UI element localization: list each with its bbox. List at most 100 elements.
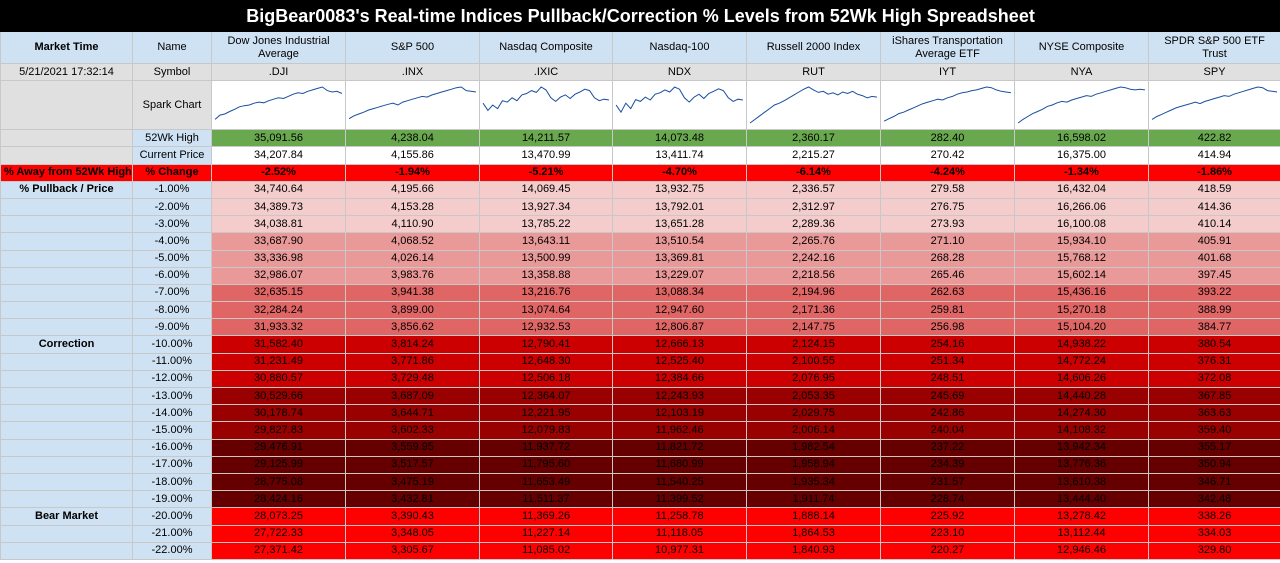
pullback-price-cell[interactable]: 11,962.46 — [612, 421, 747, 440]
pullback-price-cell[interactable]: 4,068.52 — [345, 232, 480, 251]
pullback-price-cell[interactable]: 245.69 — [880, 386, 1015, 406]
index-symbol[interactable]: NDX — [612, 62, 747, 82]
pullback-pct[interactable]: -10.00% — [132, 335, 212, 354]
pullback-price-cell[interactable]: 12,932.53 — [479, 318, 613, 337]
pullback-price-cell[interactable]: 265.46 — [880, 266, 1015, 285]
high-empty-cell[interactable] — [0, 129, 133, 148]
pullback-price-cell[interactable]: 3,941.38 — [345, 283, 480, 303]
pullback-price-cell[interactable]: 279.58 — [880, 180, 1015, 199]
pullback-pct[interactable]: -5.00% — [132, 249, 212, 268]
pullback-price-cell[interactable]: 28,775.08 — [211, 472, 346, 492]
pullback-price-cell[interactable]: 3,517.57 — [345, 455, 480, 474]
pullback-price-cell[interactable]: 2,218.56 — [746, 266, 881, 285]
pullback-price-cell[interactable]: 12,506.18 — [479, 369, 613, 389]
change-value[interactable]: -4.24% — [880, 163, 1015, 182]
pullback-price-cell[interactable]: 3,475.19 — [345, 472, 480, 492]
pullback-price-cell[interactable]: 11,258.78 — [612, 507, 747, 526]
pullback-price-cell[interactable]: 4,026.14 — [345, 249, 480, 268]
pullback-price-cell[interactable]: 242.86 — [880, 404, 1015, 423]
market-time-value[interactable]: 5/21/2021 17:32:14 — [0, 62, 133, 82]
index-name[interactable]: Dow Jones Industrial Average — [211, 31, 346, 64]
pullback-price-cell[interactable]: 12,243.93 — [612, 386, 747, 406]
pullback-price-cell[interactable]: 11,085.02 — [479, 541, 613, 560]
pullback-pct[interactable]: -11.00% — [132, 352, 212, 371]
pullback-price-cell[interactable]: 225.92 — [880, 507, 1015, 526]
pullback-pct[interactable]: -7.00% — [132, 283, 212, 303]
section-label[interactable] — [0, 455, 133, 474]
index-symbol[interactable]: .IXIC — [479, 62, 613, 82]
pullback-price-cell[interactable]: 13,500.99 — [479, 249, 613, 268]
pullback-price-cell[interactable]: 1,911.74 — [746, 490, 881, 509]
spark-chart[interactable] — [880, 80, 1015, 131]
pullback-price-cell[interactable]: 240.04 — [880, 421, 1015, 440]
section-label[interactable] — [0, 369, 133, 389]
pullback-price-cell[interactable]: 418.59 — [1147, 180, 1280, 199]
market-time-label[interactable]: Market Time — [0, 31, 133, 64]
pullback-price-cell[interactable]: 14,440.28 — [1014, 386, 1149, 406]
pullback-price-cell[interactable]: 254.16 — [880, 335, 1015, 354]
pullback-price-cell[interactable]: 15,934.10 — [1014, 232, 1149, 251]
pullback-price-cell[interactable]: 34,740.64 — [211, 180, 346, 199]
pullback-price-cell[interactable]: 12,384.66 — [612, 369, 747, 389]
pullback-price-cell[interactable]: 12,221.95 — [479, 404, 613, 423]
pullback-price-cell[interactable]: 3,644.71 — [345, 404, 480, 423]
pullback-price-cell[interactable]: 363.63 — [1147, 404, 1280, 423]
section-label[interactable] — [0, 438, 133, 457]
pullback-price-cell[interactable]: 14,606.26 — [1014, 369, 1149, 389]
pullback-price-cell[interactable]: 31,933.32 — [211, 318, 346, 337]
pullback-price-cell[interactable]: 13,112.44 — [1014, 524, 1149, 543]
pullback-price-cell[interactable]: 12,666.13 — [612, 335, 747, 354]
section-label[interactable]: Bear Market — [0, 507, 133, 526]
pullback-price-cell[interactable]: 13,927.34 — [479, 197, 613, 217]
pullback-price-cell[interactable]: 223.10 — [880, 524, 1015, 543]
pullback-price-cell[interactable]: 376.31 — [1147, 352, 1280, 371]
pullback-price-cell[interactable]: 355.17 — [1147, 438, 1280, 457]
section-label[interactable] — [0, 318, 133, 337]
change-value[interactable]: -5.21% — [479, 163, 613, 182]
pullback-price-cell[interactable]: 220.27 — [880, 541, 1015, 560]
pullback-price-cell[interactable]: 2,336.57 — [746, 180, 881, 199]
pullback-price-cell[interactable]: 271.10 — [880, 232, 1015, 251]
pullback-price-cell[interactable]: 338.26 — [1147, 507, 1280, 526]
pullback-price-cell[interactable]: 30,529.66 — [211, 386, 346, 406]
pullback-pct[interactable]: -15.00% — [132, 421, 212, 440]
pullback-price-cell[interactable]: 3,983.76 — [345, 266, 480, 285]
section-label[interactable] — [0, 352, 133, 371]
index-name[interactable]: S&P 500 — [345, 31, 480, 64]
pullback-price-cell[interactable]: 14,772.24 — [1014, 352, 1149, 371]
current-value[interactable]: 34,207.84 — [211, 146, 346, 165]
pullback-pct[interactable]: -8.00% — [132, 301, 212, 320]
index-symbol[interactable]: .INX — [345, 62, 480, 82]
pullback-price-cell[interactable]: 13,510.54 — [612, 232, 747, 251]
pullback-price-cell[interactable]: 1,935.34 — [746, 472, 881, 492]
index-symbol[interactable]: SPY — [1147, 62, 1280, 82]
pullback-price-cell[interactable]: 2,242.16 — [746, 249, 881, 268]
pullback-price-cell[interactable]: 329.80 — [1147, 541, 1280, 560]
pullback-price-cell[interactable]: 15,768.12 — [1014, 249, 1149, 268]
pullback-price-cell[interactable]: 11,227.14 — [479, 524, 613, 543]
pullback-price-cell[interactable]: 11,118.05 — [612, 524, 747, 543]
high-value[interactable]: 2,360.17 — [746, 129, 881, 148]
pullback-price-cell[interactable]: 3,348.05 — [345, 524, 480, 543]
high-value[interactable]: 422.82 — [1147, 129, 1280, 148]
pullback-price-cell[interactable]: 16,100.08 — [1014, 215, 1149, 234]
pullback-price-cell[interactable]: 251.34 — [880, 352, 1015, 371]
pullback-price-cell[interactable]: 30,880.57 — [211, 369, 346, 389]
pullback-price-cell[interactable]: 12,947.60 — [612, 301, 747, 320]
section-label[interactable] — [0, 283, 133, 303]
change-value[interactable]: -6.14% — [746, 163, 881, 182]
current-value[interactable]: 13,470.99 — [479, 146, 613, 165]
spark-chart[interactable] — [746, 80, 881, 131]
pullback-price-cell[interactable]: 3,687.09 — [345, 386, 480, 406]
index-name[interactable]: SPDR S&P 500 ETF Trust — [1147, 31, 1280, 64]
current-value[interactable]: 2,215.27 — [746, 146, 881, 165]
pullback-price-cell[interactable]: 237.22 — [880, 438, 1015, 457]
pullback-price-cell[interactable]: 2,076.95 — [746, 369, 881, 389]
pullback-price-cell[interactable]: 13,792.01 — [612, 197, 747, 217]
pullback-price-cell[interactable]: 14,938.22 — [1014, 335, 1149, 354]
pullback-price-cell[interactable]: 32,986.07 — [211, 266, 346, 285]
pullback-pct[interactable]: -22.00% — [132, 541, 212, 560]
section-label[interactable]: Correction — [0, 335, 133, 354]
pullback-pct[interactable]: -18.00% — [132, 472, 212, 492]
pullback-pct[interactable]: -1.00% — [132, 180, 212, 199]
